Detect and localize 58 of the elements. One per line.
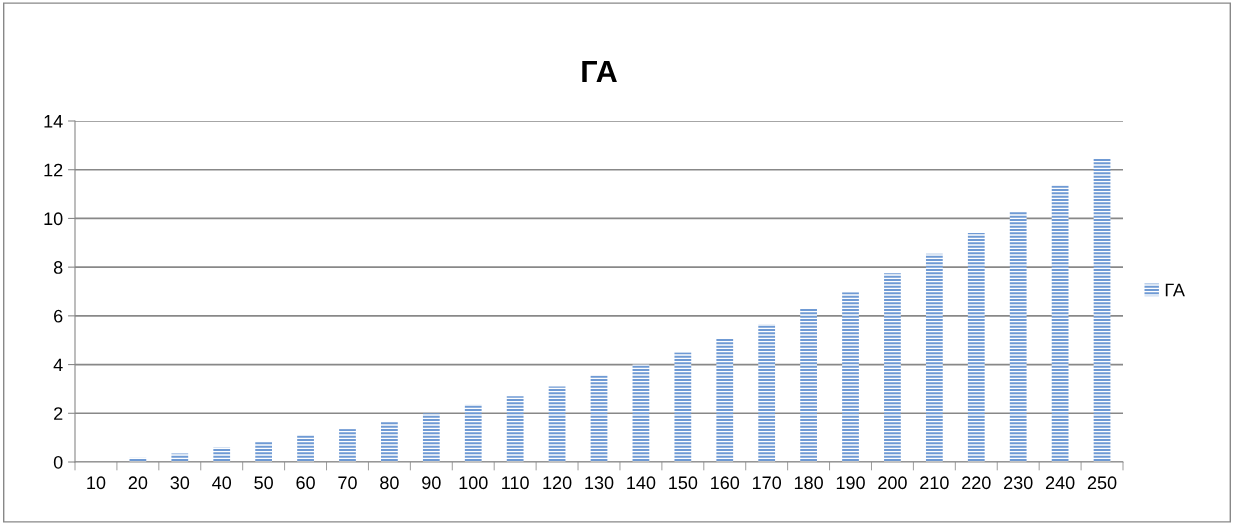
bar	[213, 447, 231, 462]
x-tick-label: 10	[87, 476, 106, 490]
bar	[464, 404, 482, 462]
bar	[1093, 158, 1111, 462]
y-tick-label: 8	[53, 261, 63, 274]
bar	[590, 375, 608, 462]
bar	[674, 352, 692, 462]
x-tick-label: 230	[1004, 476, 1033, 490]
x-tick-label: 60	[296, 476, 315, 490]
y-tick-label: 2	[54, 407, 63, 420]
x-tick-label: 150	[669, 476, 698, 490]
x-tick-label: 30	[170, 476, 190, 490]
bar	[842, 292, 859, 462]
bar	[255, 441, 273, 462]
bar	[1051, 185, 1069, 462]
chart-title: ГА	[582, 61, 617, 83]
bar	[758, 324, 776, 462]
bar	[1009, 211, 1027, 462]
bar	[632, 364, 650, 462]
bar	[884, 273, 901, 462]
x-tick-label: 220	[962, 476, 991, 490]
bar	[925, 253, 943, 462]
bar	[716, 339, 734, 462]
bar	[339, 429, 356, 462]
x-tick-label: 210	[920, 476, 949, 490]
x-tick-label: 90	[422, 476, 441, 490]
x-tick-label: 180	[794, 476, 823, 490]
y-tick-label: 10	[44, 212, 63, 226]
x-tick-label: 70	[338, 476, 357, 490]
x-tick-label: 20	[128, 476, 148, 490]
bar	[171, 453, 189, 462]
y-tick-label: 0	[53, 455, 63, 469]
y-tick-label: 4	[53, 358, 63, 372]
y-tick-label: 12	[44, 163, 63, 177]
bar	[800, 308, 817, 462]
x-tick-label: 170	[753, 476, 782, 490]
bar	[422, 413, 440, 462]
x-tick-label: 80	[380, 476, 399, 490]
legend-label: ГА	[1165, 283, 1185, 297]
x-tick-label: 130	[585, 476, 614, 490]
x-tick-label: 140	[627, 476, 656, 490]
x-tick-label: 110	[502, 476, 529, 490]
bar	[506, 396, 524, 462]
x-tick-label: 250	[1087, 476, 1117, 490]
bar	[548, 386, 566, 462]
x-tick-label: 190	[836, 476, 865, 490]
x-tick-label: 100	[459, 476, 488, 490]
bar	[381, 421, 398, 462]
x-tick-label: 200	[878, 476, 907, 490]
y-tick-label: 6	[54, 309, 63, 323]
x-tick-label: 40	[212, 476, 232, 490]
x-tick-label: 120	[543, 476, 572, 490]
x-tick-label: 240	[1045, 476, 1075, 490]
bar	[967, 233, 985, 462]
x-tick-label: 160	[711, 476, 740, 490]
y-tick-label: 14	[44, 115, 63, 128]
bar	[297, 435, 314, 462]
x-tick-label: 50	[254, 476, 273, 490]
